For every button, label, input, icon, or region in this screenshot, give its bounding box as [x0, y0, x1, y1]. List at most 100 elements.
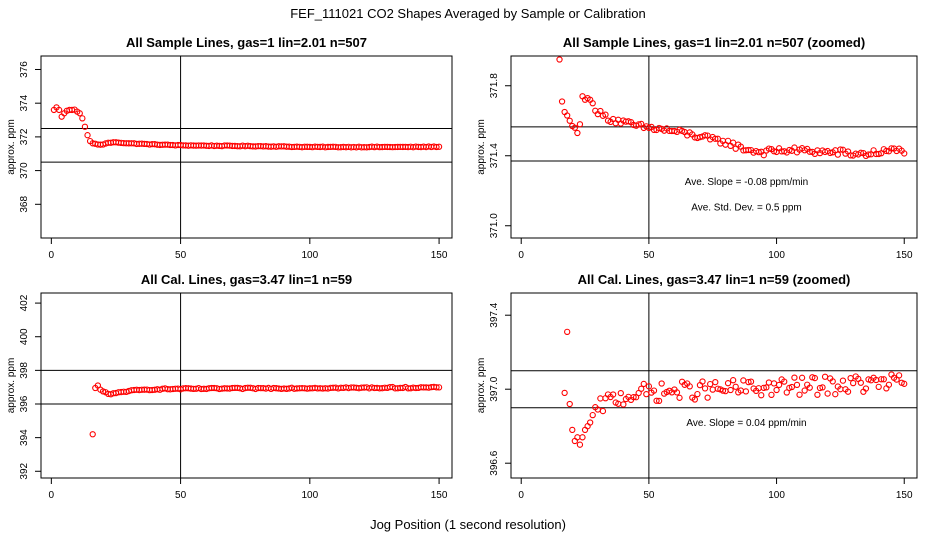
x-tick-label: 150: [896, 250, 913, 261]
data-point: [832, 391, 839, 398]
data-point: [576, 121, 584, 128]
data-point: [84, 132, 91, 139]
data-point: [635, 121, 642, 128]
data-point: [760, 152, 767, 159]
data-point: [707, 380, 714, 388]
y-axis-label: approx. ppm: [6, 119, 17, 175]
y-tick-label: 394: [19, 429, 30, 446]
data-point: [650, 387, 658, 394]
data-point: [837, 146, 844, 153]
data-points: [556, 56, 908, 160]
data-point: [880, 376, 887, 383]
data-point: [895, 372, 903, 379]
x-tick-label: 100: [768, 490, 785, 501]
data-point: [816, 384, 824, 392]
y-tick-label: 397.0: [489, 376, 500, 401]
data-point: [655, 397, 663, 405]
data-point: [691, 396, 698, 403]
x-tick-label: 50: [643, 490, 655, 501]
annotation: Ave. Slope = -0.08 ppm/min: [685, 177, 809, 188]
data-point: [658, 380, 665, 387]
data-point: [727, 386, 734, 394]
data-point: [579, 434, 586, 441]
x-tick-label: 100: [768, 250, 785, 261]
data-point: [435, 384, 443, 391]
data-point: [763, 384, 770, 391]
data-point: [732, 383, 739, 390]
x-tick-label: 150: [431, 490, 448, 501]
data-point: [55, 106, 63, 114]
data-point: [433, 384, 440, 391]
data-point: [701, 132, 709, 139]
data-point: [597, 107, 604, 115]
data-point: [81, 123, 89, 130]
data-point: [793, 381, 801, 389]
data-point: [79, 115, 86, 122]
data-point: [719, 387, 727, 394]
data-point: [620, 401, 627, 408]
x-tick-label: 150: [431, 250, 448, 261]
panel-title: All Sample Lines, gas=1 lin=2.01 n=507: [126, 35, 367, 50]
y-tick-label: 400: [19, 328, 30, 345]
x-tick-label: 150: [896, 490, 913, 501]
annotation: Ave. Slope = 0.04 ppm/min: [686, 418, 806, 429]
data-point: [811, 374, 819, 382]
data-point: [564, 112, 571, 119]
data-point: [770, 148, 778, 155]
data-point: [888, 145, 895, 152]
data-point: [701, 385, 709, 392]
data-point: [630, 394, 637, 401]
y-axis-label: approx. ppm: [476, 358, 487, 414]
data-point: [724, 380, 732, 387]
data-point: [901, 380, 908, 387]
data-point: [745, 146, 752, 154]
data-point: [760, 384, 767, 392]
x-tick-label: 50: [175, 250, 187, 261]
x-axis-label: Jog Position (1 second resolution): [370, 517, 566, 532]
y-tick-label: 371.4: [489, 143, 500, 168]
data-point: [758, 392, 765, 399]
data-point: [878, 376, 885, 383]
y-tick-label: 374: [19, 94, 30, 111]
data-point: [806, 148, 813, 155]
plot-frame: [40, 55, 453, 239]
data-point: [589, 411, 596, 419]
data-point: [589, 100, 596, 107]
x-tick-label: 100: [301, 490, 318, 501]
data-point: [602, 111, 609, 118]
data-point: [875, 383, 882, 390]
data-point: [599, 407, 607, 415]
data-point: [574, 129, 581, 137]
y-tick-label: 397.4: [489, 302, 500, 327]
data-point: [704, 394, 711, 401]
data-point: [714, 385, 721, 392]
panel-title: All Sample Lines, gas=1 lin=2.01 n=507 (…: [563, 35, 865, 50]
data-point: [765, 145, 773, 152]
y-tick-label: 372: [19, 128, 30, 145]
data-points: [561, 328, 908, 448]
data-point: [806, 384, 813, 391]
data-point: [564, 328, 571, 335]
data-point: [712, 378, 719, 386]
panel-top-right: All Sample Lines, gas=1 lin=2.01 n=507 (…: [476, 35, 918, 261]
y-tick-label: 402: [19, 294, 30, 311]
data-points: [50, 104, 443, 151]
data-point: [433, 143, 440, 151]
data-point: [730, 377, 737, 384]
data-point: [755, 149, 762, 156]
data-point: [566, 400, 573, 408]
plot-frame: [510, 292, 918, 479]
data-point: [576, 441, 584, 448]
data-point: [798, 374, 806, 381]
data-point: [850, 379, 857, 387]
data-point: [862, 385, 870, 392]
data-point: [819, 384, 826, 391]
data-point: [901, 150, 908, 157]
data-point: [801, 387, 808, 394]
data-point: [865, 151, 872, 158]
data-point: [638, 385, 645, 392]
data-point: [435, 143, 443, 150]
data-point: [89, 431, 96, 438]
x-tick-label: 0: [49, 250, 55, 261]
